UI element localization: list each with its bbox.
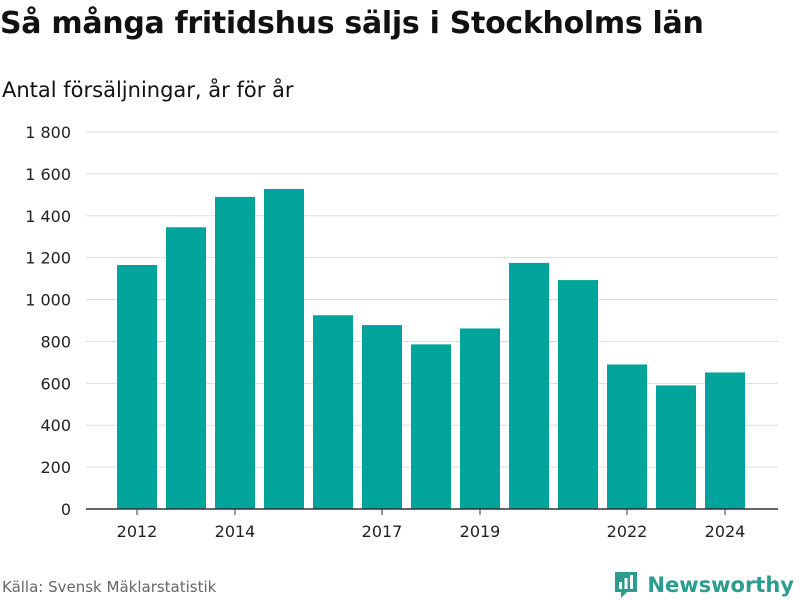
bar-2014	[215, 196, 255, 509]
bar-2016	[313, 315, 353, 509]
bar-2017	[362, 325, 402, 509]
y-tick-label: 1 200	[25, 249, 71, 268]
bar-2022	[607, 364, 647, 509]
y-tick-label: 1 000	[25, 291, 71, 310]
y-tick-label: 600	[40, 374, 71, 393]
y-tick-label: 800	[40, 332, 71, 351]
bar-2023	[656, 385, 696, 509]
x-tick-label: 2012	[117, 522, 158, 541]
source-note: Källa: Svensk Mäklarstatistik	[2, 578, 217, 596]
x-tick-label: 2024	[705, 522, 746, 541]
bar-2018	[411, 344, 451, 509]
bar-2015	[264, 188, 304, 510]
newsworthy-logo-icon	[615, 572, 638, 598]
y-tick-label: 1 800	[25, 123, 71, 142]
y-tick-label: 1 400	[25, 207, 71, 226]
y-tick-label: 1 600	[25, 165, 71, 184]
x-tick-label: 2019	[460, 522, 501, 541]
bar-2020	[509, 262, 549, 509]
brand-name: Newsworthy	[647, 573, 794, 597]
y-tick-label: 0	[61, 500, 71, 519]
y-tick-label: 400	[40, 416, 71, 435]
bar-2012	[117, 264, 157, 509]
x-tick-label: 2014	[215, 522, 256, 541]
bar-2021	[558, 280, 598, 509]
bar-2024	[705, 372, 745, 509]
x-tick-label: 2022	[607, 522, 648, 541]
chart-title: Så många fritidshus säljs i Stockholms l…	[0, 6, 704, 41]
bar-chart: 0 200 400 600 800 1 000 1 200 1 400 1 600 1 800 20…	[25, 123, 778, 541]
chart-subtitle: Antal försäljningar, år för år	[2, 78, 294, 102]
y-tick-label: 200	[40, 458, 71, 477]
bar-2013	[166, 227, 206, 509]
brand-logo: Newsworthy	[613, 570, 794, 600]
bar-2019	[460, 328, 500, 509]
x-tick-label: 2017	[362, 522, 403, 541]
